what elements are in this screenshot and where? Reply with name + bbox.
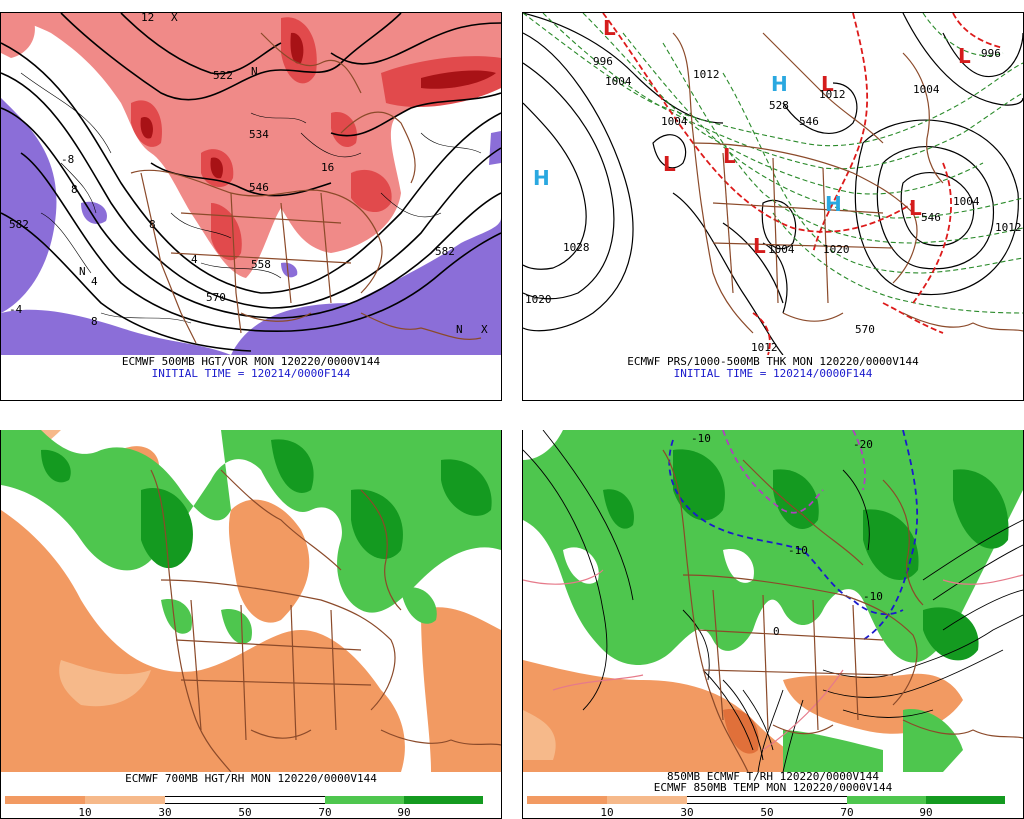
thickness-570: 570	[855, 323, 875, 336]
map-500mb: 522 534 546 558 570 582 582 8 8 4 4 -4 -…	[1, 13, 501, 355]
tick-50: 50	[760, 806, 774, 819]
colorbar-700mb-ticks: 10 30 50 70 90	[5, 807, 483, 818]
isobar-1004-northeast: 1004	[913, 83, 940, 96]
label-X2: X	[171, 13, 178, 24]
low-pressure-center-alaska: L	[603, 16, 616, 40]
panel-500mb-vorticity: 522 534 546 558 570 582 582 8 8 4 4 -4 -…	[0, 12, 502, 401]
label-12: 12	[141, 13, 154, 24]
panel-500mb-caption: ECMWF 500MB HGT/VOR MON 120220/0000V144	[121, 355, 381, 368]
low-pressure-center-hudson: L	[821, 72, 834, 96]
isobar-1012-north: 1012	[693, 68, 720, 81]
label-8a: 8	[71, 183, 78, 196]
isobar-1004-west: 1004	[605, 75, 632, 88]
isobar-1028: 1028	[563, 241, 590, 254]
colorbar-700mb	[5, 796, 483, 804]
temp-label-neg10-plains: -10	[788, 544, 808, 557]
low-pressure-center-atlantic: L	[958, 44, 971, 68]
label-8c: 8	[91, 315, 98, 328]
label-N3: N	[456, 323, 463, 336]
label-570: 570	[206, 291, 226, 304]
label-N1: N	[79, 265, 86, 278]
isobar-1020: 1020	[525, 293, 552, 306]
isobar-1004-central: 1004	[661, 115, 688, 128]
label-582-east: 582	[435, 245, 455, 258]
panel-700mb-caption: ECMWF 700MB HGT/RH MON 120220/0000V144	[125, 772, 377, 785]
low-pressure-center-bc: L	[663, 152, 676, 176]
panel-850mb-caption-1: 850MB ECMWF T/RH 120220/0000V144	[667, 770, 879, 783]
label-522: 522	[213, 69, 233, 82]
panel-850mb-caption-2: ECMWF 850MB TEMP MON 120220/0000V144	[653, 781, 893, 794]
low-pressure-center-east: L	[909, 196, 922, 220]
tick-10: 10	[78, 806, 92, 819]
label-546: 546	[249, 181, 269, 194]
tick-70: 70	[840, 806, 854, 819]
tick-10: 10	[600, 806, 614, 819]
map-700mb	[1, 430, 501, 772]
high-pressure-center-canada: H	[771, 72, 788, 96]
label-N2: N	[251, 65, 258, 78]
panel-pressure-thickness: H H H L L L L L L L 1028 1020 1012 1004 …	[522, 12, 1024, 401]
colorbar-850mb	[527, 796, 1005, 804]
tick-90: 90	[919, 806, 933, 819]
temp-label-neg10-north: -10	[691, 432, 711, 445]
high-pressure-center-pacific: H	[533, 166, 550, 190]
isobar-1004-sw: 1004	[768, 243, 795, 256]
colorbar-850mb-ticks: 10 30 50 70 90	[527, 807, 1005, 818]
thickness-546a: 546	[799, 115, 819, 128]
low-pressure-center-rockies: L	[723, 144, 736, 168]
low-pressure-center-southwest: L	[753, 234, 766, 258]
negative-vorticity-area-west	[1, 98, 57, 313]
tick-50: 50	[238, 806, 252, 819]
panel-500mb-initial-time: INITIAL TIME = 120214/0000F144	[151, 367, 351, 380]
label-4b: 4	[191, 253, 198, 266]
high-pressure-center-plains: H	[825, 192, 842, 216]
thickness-546b: 546	[921, 211, 941, 224]
negative-vorticity-area-southeast	[231, 218, 501, 355]
tick-90: 90	[397, 806, 411, 819]
label-16: 16	[321, 161, 334, 174]
label-582-west: 582	[9, 218, 29, 231]
panel-700mb-rh: ECMWF 700MB HGT/RH MON 120220/0000V144 1…	[0, 430, 502, 819]
tick-30: 30	[680, 806, 694, 819]
panel-pressure-caption: ECMWF PRS/1000-500MB THK MON 120220/0000…	[627, 355, 919, 368]
label-X1: X	[481, 323, 488, 336]
temp-label-neg20: -20	[853, 438, 873, 451]
isobar-1012-south: 1012	[751, 341, 778, 354]
label-8b: 8	[149, 218, 156, 231]
isobar-1012-canada: 1012	[819, 88, 846, 101]
tick-70: 70	[318, 806, 332, 819]
moist-area-north	[1, 430, 501, 613]
panel-pressure-initial-time: INITIAL TIME = 120214/0000F144	[673, 367, 873, 380]
dry-area-west	[1, 510, 405, 772]
temp-label-neg10-east: -10	[863, 590, 883, 603]
label-4a: 4	[91, 275, 98, 288]
negative-vorticity-area-south	[1, 309, 231, 355]
thickness-528: 528	[769, 99, 789, 112]
moist-area-north	[523, 430, 1023, 665]
panel-850mb-temp-rh: -10 -10 0 -10 -20 850MB ECMWF T/RH 12022…	[522, 430, 1024, 819]
isobar-1004-east: 1004	[953, 195, 980, 208]
label-558: 558	[251, 258, 271, 271]
isobar-1020-plains: 1020	[823, 243, 850, 256]
isobar-996: 996	[593, 55, 613, 68]
map-pressure: H H H L L L L L L L 1028 1020 1012 1004 …	[523, 13, 1023, 355]
isobar-996-atlantic: 996	[981, 47, 1001, 60]
label-534: 534	[249, 128, 269, 141]
temp-label-0: 0	[773, 625, 780, 638]
label-neg4: -4	[9, 303, 23, 316]
label-neg8: -8	[61, 153, 74, 166]
tick-30: 30	[158, 806, 172, 819]
map-850mb: -10 -10 0 -10 -20	[523, 430, 1023, 772]
isobar-1012-edge: 1012	[995, 221, 1022, 234]
